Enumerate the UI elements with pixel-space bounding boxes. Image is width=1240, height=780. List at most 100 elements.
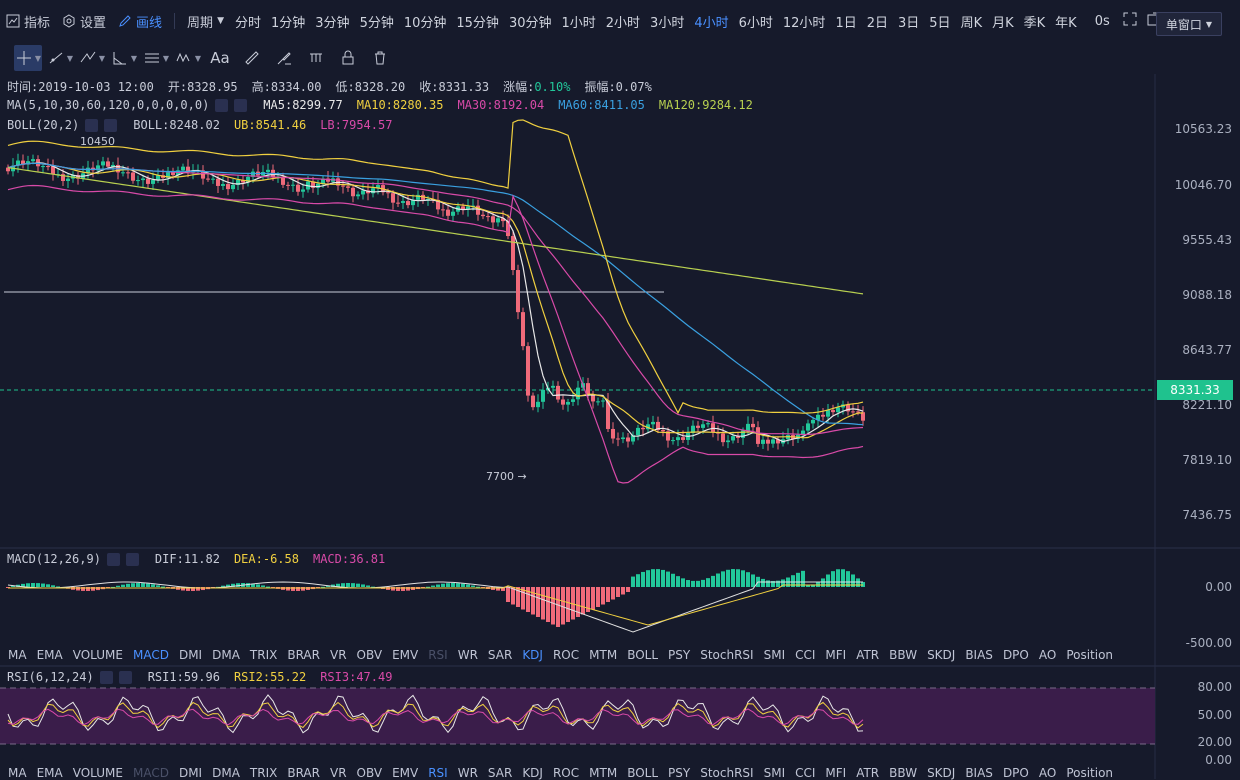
period-15[interactable]: 3日 (898, 15, 920, 31)
period-0[interactable]: 分时 (234, 15, 261, 31)
indicator-tab-bias[interactable]: BIAS (965, 766, 993, 780)
indicator-tab-kdj[interactable]: KDJ (522, 648, 543, 662)
indicator-tab-rsi[interactable]: RSI (428, 766, 448, 780)
indicator-tab-brar[interactable]: BRAR (287, 766, 320, 780)
period-11[interactable]: 6小时 (738, 15, 773, 31)
indicator-tab-bbw[interactable]: BBW (889, 648, 918, 662)
period-13[interactable]: 1日 (835, 15, 857, 31)
indicator-tab-macd[interactable]: MACD (132, 766, 169, 780)
settings-button[interactable]: 设置 (56, 12, 112, 31)
indicator-tab-obv[interactable]: OBV (356, 648, 383, 662)
indicator-tab-psy[interactable]: PSY (668, 648, 691, 662)
period-19[interactable]: 季K (1023, 15, 1046, 31)
indicator-tab-stochrsi[interactable]: StochRSI (700, 766, 754, 780)
indicator-tab-dpo[interactable]: DPO (1002, 766, 1029, 780)
indicator-tab-position[interactable]: Position (1066, 766, 1114, 780)
multi-line-tool[interactable]: ▼ (78, 45, 106, 71)
period-20[interactable]: 年K (1055, 15, 1077, 31)
period-17[interactable]: 周K (960, 15, 983, 31)
indicator-tab-atr[interactable]: ATR (856, 648, 880, 662)
indicator-tab-ma[interactable]: MA (8, 766, 27, 780)
trendline-tool[interactable]: ▼ (46, 45, 74, 71)
period-7[interactable]: 1小时 (561, 15, 596, 31)
indicator-tab-mtm[interactable]: MTM (589, 766, 618, 780)
indicator-tab-psy[interactable]: PSY (668, 766, 691, 780)
period-16[interactable]: 5日 (929, 15, 951, 31)
indicator-tab-smi[interactable]: SMI (763, 648, 786, 662)
indicator-tab-vr[interactable]: VR (329, 766, 347, 780)
indicator-tab-kdj[interactable]: KDJ (522, 766, 543, 780)
parallel-lines-tool[interactable]: ▼ (142, 45, 170, 71)
indicator-tab-wr[interactable]: WR (457, 648, 478, 662)
period-8[interactable]: 2小时 (605, 15, 641, 31)
close-icon[interactable] (118, 670, 132, 684)
indicator-tab-position[interactable]: Position (1066, 648, 1114, 662)
indicator-tab-roc[interactable]: ROC (552, 648, 580, 662)
settings-icon[interactable] (106, 552, 120, 566)
fullscreen-icon[interactable] (1123, 12, 1137, 30)
indicator-tab-boll[interactable]: BOLL (627, 648, 659, 662)
indicator-tab-emv[interactable]: EMV (392, 766, 419, 780)
indicator-tab-trix[interactable]: TRIX (249, 648, 278, 662)
indicator-tab-mfi[interactable]: MFI (825, 766, 847, 780)
period-18[interactable]: 月K (992, 15, 1014, 31)
indicator-tab-emv[interactable]: EMV (392, 648, 419, 662)
indicator-tab-ao[interactable]: AO (1038, 648, 1057, 662)
close-icon[interactable] (234, 98, 248, 112)
indicator-tab-atr[interactable]: ATR (856, 766, 880, 780)
crosshair-tool[interactable]: ▼ (14, 45, 42, 71)
ruler-tool[interactable] (238, 45, 266, 71)
indicator-tab-stochrsi[interactable]: StochRSI (700, 648, 754, 662)
period-9[interactable]: 3小时 (650, 15, 685, 31)
indicator-tab-bbw[interactable]: BBW (889, 766, 918, 780)
indicator-tab-dmi[interactable]: DMI (178, 766, 203, 780)
close-icon[interactable] (125, 552, 139, 566)
indicator-tab-boll[interactable]: BOLL (627, 766, 659, 780)
indicator-tab-sar[interactable]: SAR (487, 766, 513, 780)
period-3[interactable]: 5分钟 (359, 15, 394, 31)
period-6[interactable]: 30分钟 (508, 15, 552, 31)
delete-tool[interactable] (366, 45, 394, 71)
indicator-tab-obv[interactable]: OBV (356, 766, 383, 780)
indicator-tab-dma[interactable]: DMA (212, 766, 240, 780)
period-1[interactable]: 1分钟 (271, 15, 306, 31)
period-4[interactable]: 10分钟 (403, 15, 447, 31)
indicator-tab-skdj[interactable]: SKDJ (927, 648, 956, 662)
chart-canvas[interactable] (0, 74, 1240, 779)
indicator-tab-rsi[interactable]: RSI (428, 648, 448, 662)
indicator-tab-ma[interactable]: MA (8, 648, 27, 662)
indicator-button[interactable]: 指标 (0, 12, 56, 31)
settings-icon[interactable] (215, 98, 229, 112)
lock-tool[interactable] (334, 45, 362, 71)
indicator-tab-ao[interactable]: AO (1038, 766, 1057, 780)
indicator-tab-bias[interactable]: BIAS (965, 648, 993, 662)
draw-button[interactable]: 画线 (112, 12, 168, 31)
window-mode-select[interactable]: 单窗口 ▼ (1156, 12, 1222, 36)
text-tool[interactable]: Aa (206, 45, 234, 71)
period-2[interactable]: 3分钟 (315, 15, 350, 31)
indicator-tab-mfi[interactable]: MFI (825, 648, 847, 662)
indicator-tab-dmi[interactable]: DMI (178, 648, 203, 662)
indicator-tab-cci[interactable]: CCI (795, 766, 816, 780)
chart-area[interactable]: 时间: 2019-10-03 12:00 开: 8328.95 高: 8334.00 … (0, 74, 1240, 780)
indicator-tab-trix[interactable]: TRIX (249, 766, 278, 780)
period-5[interactable]: 15分钟 (456, 15, 499, 31)
indicator-tab-mtm[interactable]: MTM (589, 648, 618, 662)
indicator-tab-skdj[interactable]: SKDJ (927, 766, 956, 780)
period-10[interactable]: 4小时 (694, 15, 729, 31)
indicator-tab-brar[interactable]: BRAR (287, 648, 320, 662)
brush-tool[interactable] (270, 45, 298, 71)
settings-icon[interactable] (85, 118, 99, 132)
indicator-tab-volume[interactable]: VOLUME (72, 648, 123, 662)
angle-tool[interactable]: ▼ (110, 45, 138, 71)
indicator-tab-roc[interactable]: ROC (552, 766, 580, 780)
magnet-tool[interactable] (302, 45, 330, 71)
settings-icon[interactable] (99, 670, 113, 684)
indicator-tab-cci[interactable]: CCI (795, 648, 816, 662)
indicator-tab-dpo[interactable]: DPO (1002, 648, 1029, 662)
period-dropdown[interactable]: 周期 ▼ (181, 12, 230, 31)
indicator-tab-ema[interactable]: EMA (36, 648, 63, 662)
indicator-tab-vr[interactable]: VR (329, 648, 347, 662)
wave-tool[interactable]: ▼ (174, 45, 202, 71)
indicator-tab-smi[interactable]: SMI (763, 766, 786, 780)
